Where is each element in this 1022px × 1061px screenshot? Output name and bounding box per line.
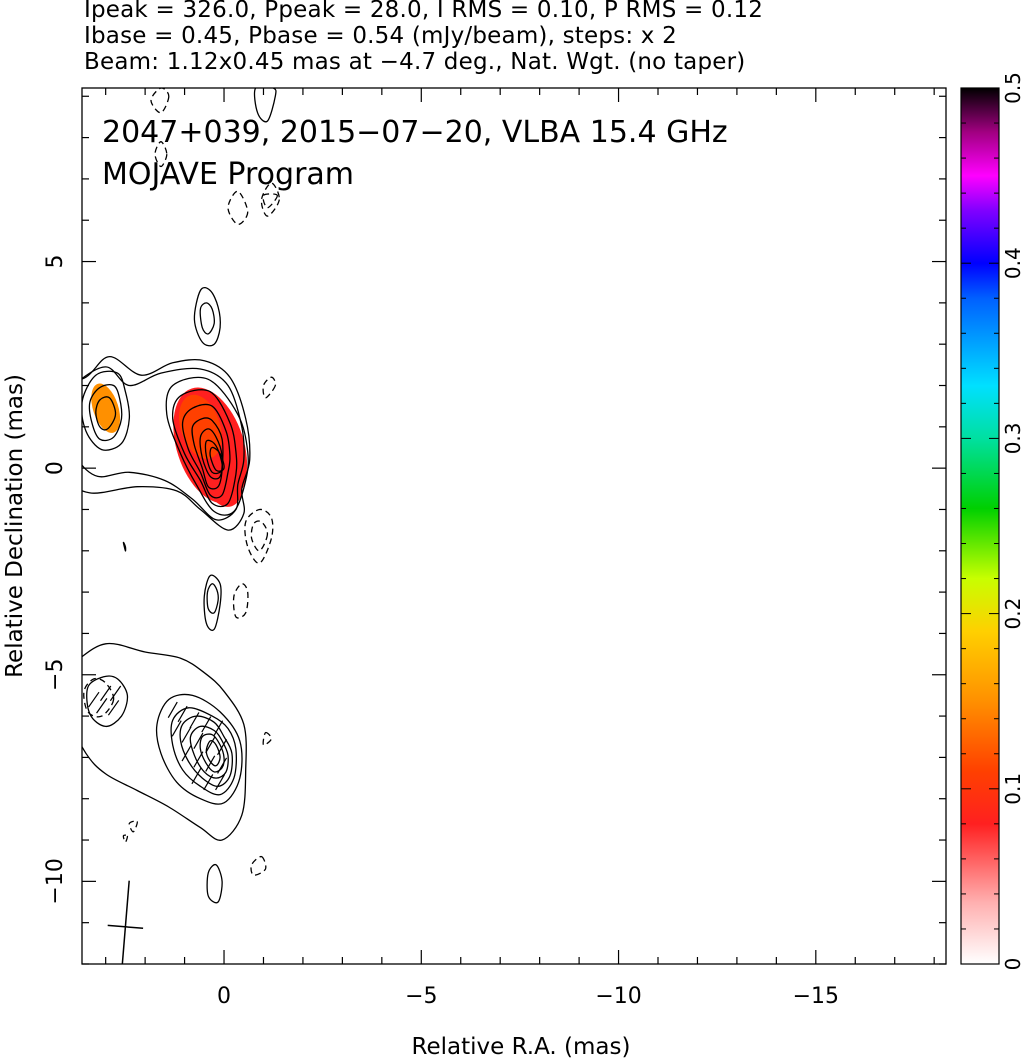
contour-line	[82, 355, 251, 531]
contour-line	[199, 733, 225, 773]
negative-contour-line	[262, 731, 273, 746]
y-tick-label: −10	[43, 858, 68, 904]
evpa-stick	[193, 732, 204, 749]
colorbar-tick-label: 0.5	[1001, 72, 1022, 104]
annotation-source: 2047+039, 2015−07−20, VLBA 15.4 GHz	[102, 115, 728, 150]
contour-line	[0, 322, 16, 363]
y-tick-label: 5	[43, 255, 68, 269]
colorbar-tick-label: 0.4	[1001, 247, 1022, 279]
beam-cross	[107, 880, 144, 964]
colorbar	[961, 88, 999, 964]
evpa-stick	[213, 720, 224, 737]
contour-line	[204, 439, 224, 475]
panel-1	[0, 88, 280, 632]
contour-line	[206, 583, 219, 614]
header-line-3: Beam: 1.12x0.45 mas at −4.7 deg., Nat. W…	[84, 49, 746, 75]
colorbar-tick-label: 0.3	[1001, 422, 1022, 454]
evpa-stick	[201, 716, 212, 733]
negative-contour-line	[260, 182, 280, 217]
negative-contour-line	[232, 583, 249, 619]
colorbar-tick-label: 0.2	[1001, 598, 1022, 630]
y-tick-label: 0	[43, 461, 68, 475]
negative-contour-line	[227, 190, 249, 226]
beam-minor-axis	[107, 924, 144, 930]
y-tick-label: −5	[43, 659, 68, 691]
contour-line	[179, 715, 233, 787]
evpa-stick	[189, 712, 200, 729]
map-layer	[0, 88, 280, 964]
fractional-polarization-patch	[205, 458, 243, 507]
evpa-stick	[193, 751, 204, 768]
fractional-polarization-patch	[91, 383, 121, 433]
x-tick-label: −10	[595, 984, 641, 1009]
contour-line	[203, 574, 222, 632]
evpa-stick	[107, 700, 120, 716]
evpa-stick	[217, 738, 228, 756]
annotation-program: MOJAVE Program	[102, 157, 354, 192]
negative-contour-line	[154, 141, 168, 168]
contour-line	[82, 366, 245, 521]
x-tick-label: −15	[793, 984, 839, 1009]
evpa-stick	[88, 691, 100, 708]
header-line-1: Ipeak = 326.0, Ppeak = 28.0, I RMS = 0.1…	[84, 0, 764, 23]
evpa-stick	[100, 685, 112, 702]
x-tick-label: 0	[217, 984, 231, 1009]
x-tick-label: −5	[405, 984, 437, 1009]
evpa-stick	[177, 705, 188, 723]
evpa-stick	[215, 774, 226, 791]
colorbar-tick-label: 0.1	[1001, 773, 1022, 805]
negative-contour-line	[122, 834, 129, 843]
negative-contour-line	[128, 820, 138, 833]
contour-line	[122, 541, 127, 552]
negative-contour-line	[250, 520, 269, 552]
contour-line	[165, 376, 249, 516]
contour-line	[193, 287, 221, 347]
contour-line	[209, 446, 225, 472]
negative-contour-line	[262, 193, 278, 209]
negative-contour-line	[244, 508, 274, 564]
contour-line	[191, 417, 224, 490]
contour-line	[181, 403, 231, 499]
axis-ticks: 0 −5 −10 −15 5 0 −5 −10	[43, 88, 946, 1009]
evpa-stick	[181, 745, 192, 762]
colorbar-tick-label: 0	[1001, 958, 1022, 971]
evpa-stick	[191, 767, 202, 785]
negative-contour-line	[250, 855, 267, 876]
evpa-stick	[203, 774, 214, 791]
contour-line	[171, 389, 238, 508]
contour-line	[199, 302, 215, 335]
evpa-stick	[205, 755, 216, 772]
contour-line	[170, 707, 237, 796]
evpa-stick	[205, 736, 216, 754]
negative-contour-line	[262, 376, 277, 399]
colorbar-ticks: 0 0.1 0.2 0.3 0.4 0.5	[961, 72, 1022, 970]
contour-line	[88, 384, 123, 442]
contour-line	[155, 693, 243, 805]
x-axis-label: Relative R.A. (mas)	[412, 1034, 631, 1060]
evpa-stick	[96, 698, 108, 714]
y-axis-label: Relative Declination (mas)	[2, 374, 28, 678]
contour-line	[86, 675, 129, 728]
contour-line	[199, 428, 223, 480]
evpa-stick	[181, 726, 192, 743]
evpa-stick	[217, 757, 228, 774]
contour-line	[82, 370, 131, 451]
header-line-2: Ibase = 0.45, Pbase = 0.54 (mJy/beam), s…	[84, 23, 677, 49]
panel-2	[82, 642, 273, 904]
negative-contour-line	[83, 677, 115, 718]
contour-line	[82, 642, 247, 841]
evpa-stick	[109, 685, 122, 702]
negative-contour-line	[23, 166, 33, 187]
evpa-stick	[171, 720, 182, 737]
evpa-stick	[167, 701, 178, 718]
colorbar-frame	[960, 87, 1000, 965]
plot-frame	[81, 87, 947, 965]
contour-line	[206, 863, 223, 904]
negative-contour-line	[150, 88, 170, 114]
contour-line	[95, 396, 117, 431]
